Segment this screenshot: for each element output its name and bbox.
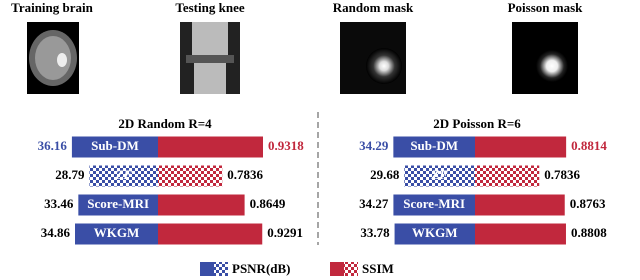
legend-label: PSNR(dB) [232, 261, 291, 276]
method-label: ZF [430, 167, 448, 182]
method-label: ZF [114, 167, 132, 182]
image-title: Testing knee [175, 0, 244, 15]
image-knee [180, 22, 240, 94]
psnr-label: 28.79 [55, 167, 85, 182]
psnr-label: 33.78 [360, 225, 390, 240]
image-brain [27, 22, 79, 94]
psnr-bar [75, 223, 158, 245]
psnr-label: 34.29 [359, 138, 389, 153]
psnr-bar [394, 223, 475, 245]
image-title: Training brain [11, 0, 94, 15]
method-label: WKGM [412, 225, 458, 240]
legend-swatch [344, 262, 358, 276]
panel-title: 2D Poisson R=6 [433, 116, 521, 131]
image-title: Poisson mask [508, 0, 584, 15]
psnr-bar [393, 136, 475, 158]
legend-label: SSIM [362, 261, 394, 276]
ssim-bar [158, 194, 245, 216]
ssim-bar [158, 165, 223, 187]
method-label: Score-MRI [87, 196, 149, 211]
method-label: Score-MRI [403, 196, 465, 211]
method-label: Sub-DM [91, 138, 139, 153]
legend-swatch [330, 262, 344, 276]
psnr-label: 34.27 [359, 196, 389, 211]
psnr-bar [78, 194, 158, 216]
ssim-label: 0.9291 [267, 225, 303, 240]
ssim-label: 0.7836 [227, 167, 263, 182]
legend-swatch [200, 262, 214, 276]
ssim-bar [475, 223, 566, 245]
ssim-bar [158, 136, 263, 158]
ssim-label: 0.7836 [544, 167, 580, 182]
psnr-bar [404, 165, 475, 187]
ssim-label: 0.8808 [571, 225, 607, 240]
panel-title: 2D Random R=4 [118, 116, 212, 131]
psnr-bar [89, 165, 158, 187]
ssim-bar [475, 194, 565, 216]
psnr-label: 29.68 [370, 167, 400, 182]
ssim-label: 0.8814 [571, 138, 607, 153]
ssim-bar [158, 223, 263, 245]
legend-swatch [214, 262, 228, 276]
ssim-label: 0.9318 [268, 138, 304, 153]
method-label: WKGM [94, 225, 140, 240]
ssim-bar [475, 165, 540, 187]
image-poisson-mask [512, 22, 578, 94]
method-label: Sub-DM [410, 138, 458, 153]
ssim-bar [475, 136, 567, 158]
psnr-bar [393, 194, 475, 216]
ssim-label: 0.8649 [250, 196, 286, 211]
psnr-label: 36.16 [38, 138, 68, 153]
ssim-label: 0.8763 [570, 196, 606, 211]
psnr-label: 34.86 [41, 225, 71, 240]
psnr-label: 33.46 [44, 196, 74, 211]
image-title: Random mask [333, 0, 414, 15]
image-random-mask [340, 22, 406, 94]
psnr-bar [71, 136, 158, 158]
